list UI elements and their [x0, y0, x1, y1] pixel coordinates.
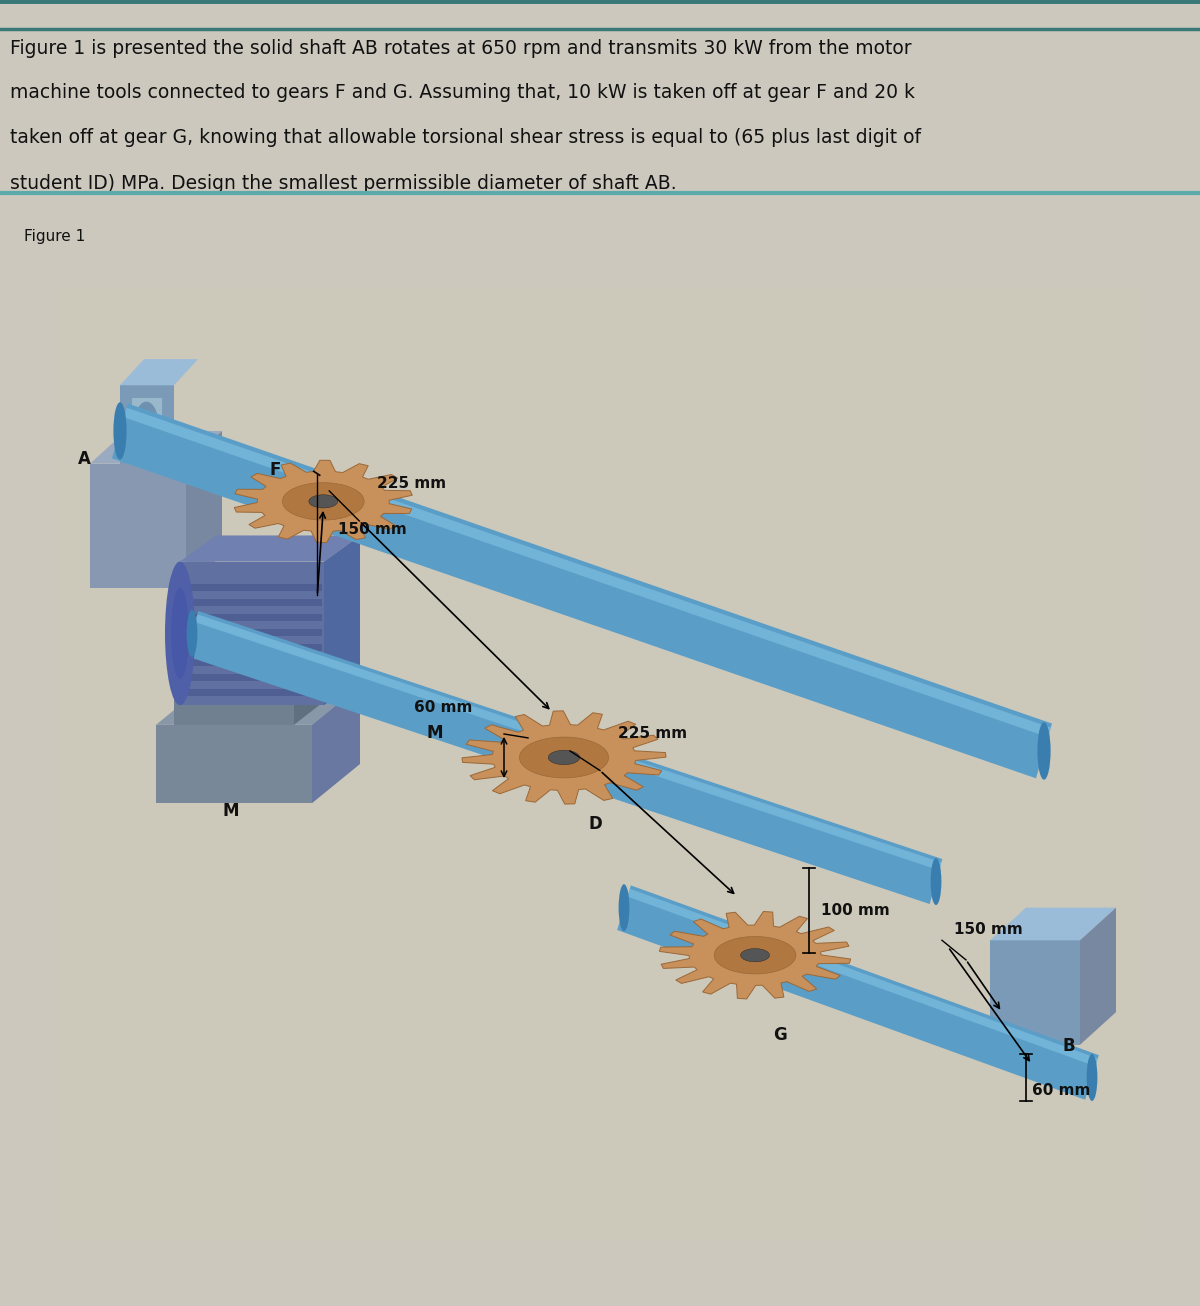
Ellipse shape: [172, 588, 190, 679]
Ellipse shape: [1038, 722, 1051, 780]
Polygon shape: [182, 614, 322, 622]
Ellipse shape: [166, 562, 194, 705]
Polygon shape: [740, 948, 769, 961]
Polygon shape: [324, 535, 360, 705]
Polygon shape: [174, 692, 294, 725]
Polygon shape: [628, 888, 1098, 1066]
Polygon shape: [182, 658, 322, 666]
Text: G: G: [773, 1027, 787, 1043]
Polygon shape: [112, 404, 1052, 778]
Polygon shape: [196, 614, 941, 870]
Polygon shape: [714, 936, 796, 974]
Polygon shape: [294, 660, 336, 725]
Polygon shape: [548, 750, 580, 765]
Polygon shape: [156, 725, 312, 803]
Ellipse shape: [1087, 1054, 1098, 1101]
Polygon shape: [182, 674, 322, 682]
Polygon shape: [182, 629, 322, 636]
Text: 150 mm: 150 mm: [337, 522, 407, 537]
Text: 100 mm: 100 mm: [821, 904, 889, 918]
Text: 60 mm: 60 mm: [414, 700, 473, 714]
Polygon shape: [180, 562, 324, 705]
Polygon shape: [617, 885, 1099, 1100]
Polygon shape: [90, 431, 222, 464]
Text: machine tools connected to gears F and G. Assuming that, 10 kW is taken off at g: machine tools connected to gears F and G…: [10, 84, 914, 102]
Polygon shape: [312, 686, 360, 803]
Ellipse shape: [187, 610, 197, 657]
Text: D: D: [588, 815, 601, 833]
Text: Figure 1: Figure 1: [24, 229, 85, 243]
Polygon shape: [60, 287, 1140, 1241]
Polygon shape: [182, 690, 322, 696]
Text: M: M: [426, 724, 443, 742]
Polygon shape: [308, 495, 338, 508]
Polygon shape: [182, 598, 322, 606]
Polygon shape: [120, 385, 174, 464]
Polygon shape: [90, 464, 186, 588]
Text: F: F: [269, 461, 281, 479]
Ellipse shape: [114, 402, 127, 460]
Ellipse shape: [931, 858, 942, 905]
Polygon shape: [520, 737, 608, 778]
Text: 225 mm: 225 mm: [618, 726, 688, 741]
Text: M: M: [222, 802, 239, 820]
Text: 150 mm: 150 mm: [954, 922, 1022, 936]
Text: 225 mm: 225 mm: [377, 477, 446, 491]
Text: 60 mm: 60 mm: [1032, 1083, 1091, 1098]
Polygon shape: [186, 611, 942, 904]
Polygon shape: [180, 535, 360, 562]
Polygon shape: [132, 398, 162, 451]
Polygon shape: [186, 431, 222, 588]
Ellipse shape: [619, 884, 629, 931]
Text: B: B: [1062, 1037, 1075, 1055]
Polygon shape: [174, 660, 336, 692]
Polygon shape: [660, 912, 851, 999]
Text: taken off at gear G, knowing that allowable torsional shear stress is equal to (: taken off at gear G, knowing that allowa…: [10, 128, 920, 146]
Polygon shape: [990, 908, 1116, 940]
Polygon shape: [1080, 908, 1116, 1045]
Polygon shape: [156, 686, 360, 725]
Polygon shape: [462, 710, 666, 804]
Polygon shape: [124, 407, 1051, 738]
Ellipse shape: [134, 402, 158, 447]
Text: Figure 1 is presented the solid shaft AB rotates at 650 rpm and transmits 30 kW : Figure 1 is presented the solid shaft AB…: [10, 39, 911, 57]
Polygon shape: [990, 940, 1080, 1045]
Polygon shape: [120, 359, 198, 385]
Text: student ID) MPa. Design the smallest permissible diameter of shaft AB.: student ID) MPa. Design the smallest per…: [10, 174, 677, 193]
Text: A: A: [78, 449, 91, 468]
Polygon shape: [182, 584, 322, 590]
Polygon shape: [234, 460, 413, 542]
Polygon shape: [282, 483, 365, 520]
Polygon shape: [182, 644, 322, 650]
